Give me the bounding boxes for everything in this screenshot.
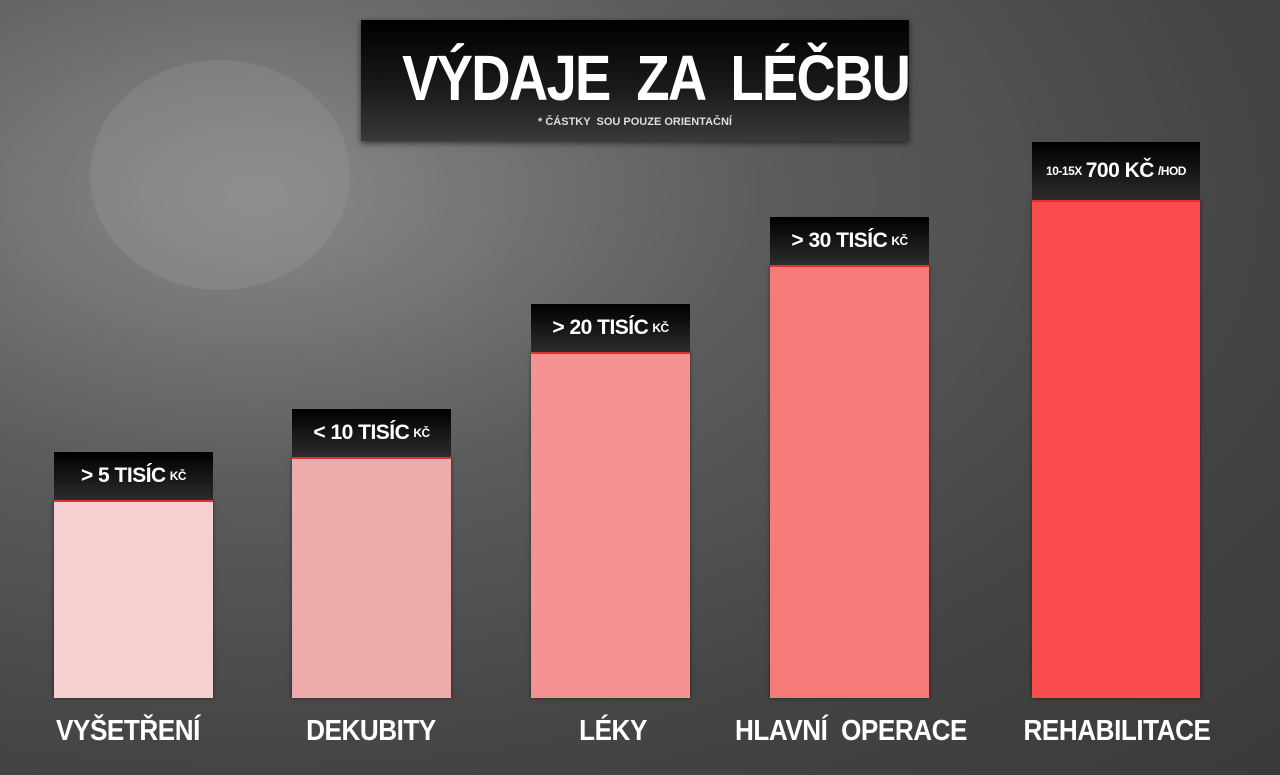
label-amount: > 30 TISÍC xyxy=(791,229,888,252)
label-amount: < 10 TISÍC xyxy=(313,421,410,444)
label-amount: > 20 TISÍC xyxy=(552,316,649,339)
label-amount: 700 KČ xyxy=(1085,159,1155,182)
note: * ČÁSTKY SOU POUZE ORIENTAČNÍ xyxy=(538,116,732,128)
bar-label: > 30 TISÍC KČ xyxy=(770,217,929,265)
category-label: DEKUBITY xyxy=(306,715,436,747)
bar xyxy=(1032,200,1200,698)
category-label: REHABILITACE xyxy=(1023,715,1211,747)
background-photo xyxy=(90,60,350,290)
category-label: HLAVNÍ OPERACE xyxy=(734,715,968,747)
bar xyxy=(292,457,451,698)
label-unit: /HOD xyxy=(1157,164,1187,178)
bar-label: 10-15X 700 KČ/HOD xyxy=(1032,142,1200,200)
bar-label: > 5 TISÍC KČ xyxy=(54,452,213,500)
label-unit: KČ xyxy=(891,234,908,248)
bar-label: < 10 TISÍC KČ xyxy=(292,409,451,457)
bar xyxy=(54,500,213,698)
label-unit: KČ xyxy=(169,469,187,483)
bar-label: > 20 TISÍC KČ xyxy=(531,304,690,352)
label-unit: KČ xyxy=(413,426,430,440)
category-label: LÉKY xyxy=(579,715,647,747)
category-label: VYŠETŘENÍ xyxy=(56,715,200,747)
label-unit: KČ xyxy=(652,321,669,335)
label-amount: > 5 TISÍC xyxy=(80,464,166,487)
title: VÝDAJE ZA LÉČBU xyxy=(402,42,911,114)
bar xyxy=(770,265,929,698)
title-box: VÝDAJE ZA LÉČBU * ČÁSTKY SOU POUZE ORIEN… xyxy=(361,20,911,141)
bar xyxy=(531,352,690,698)
label-prefix: 10-15X xyxy=(1046,164,1082,178)
